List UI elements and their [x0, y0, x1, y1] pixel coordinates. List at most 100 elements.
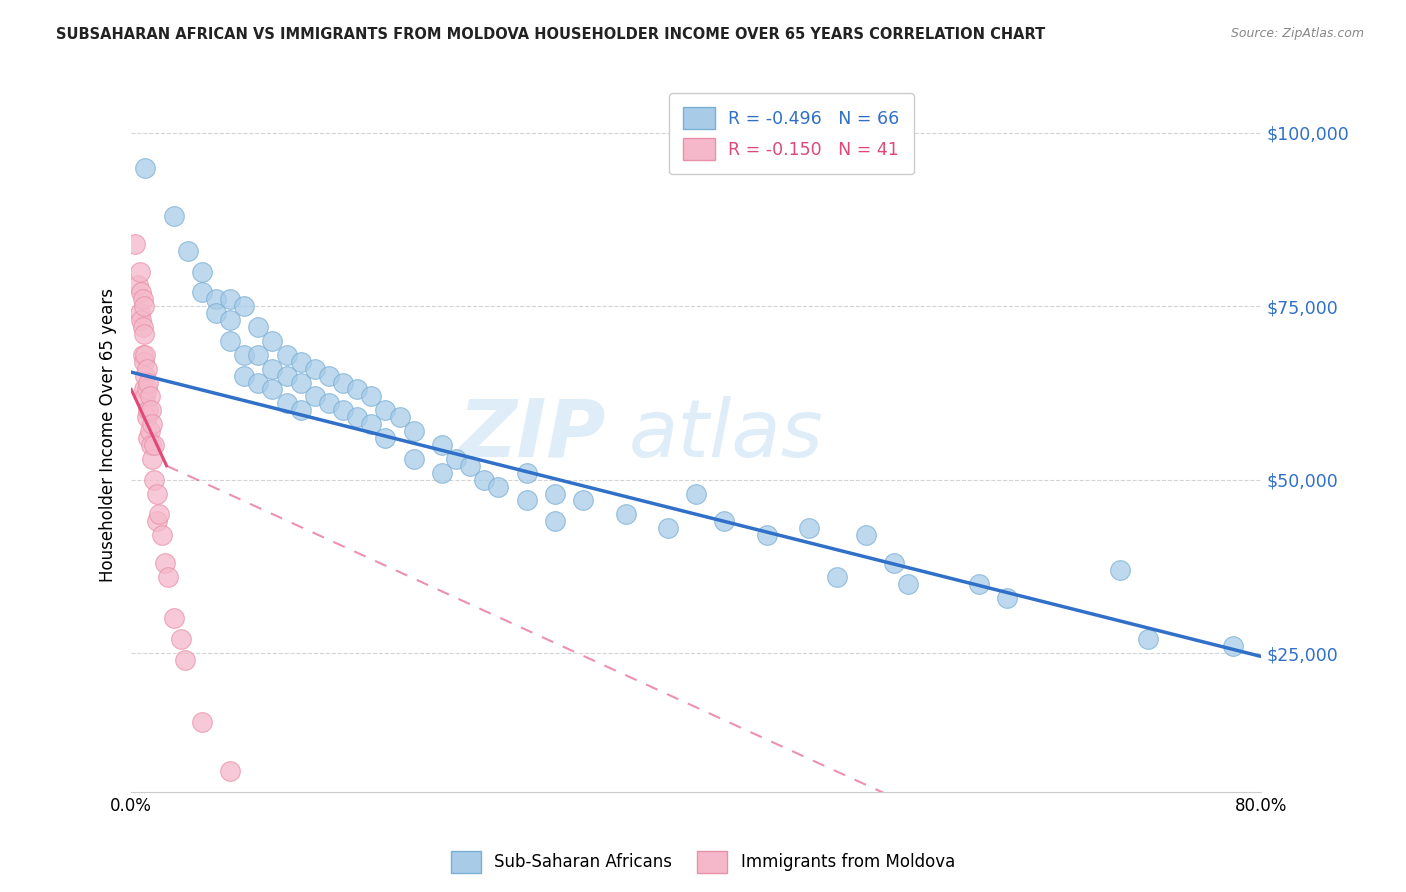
Point [219, 334, 242, 348]
Point [346, 383, 368, 397]
Point [141, 451, 163, 466]
Point [134, 389, 156, 403]
Point [127, 278, 149, 293]
Point [388, 410, 411, 425]
Point [444, 451, 467, 466]
Point [141, 417, 163, 432]
Point [360, 417, 382, 432]
Point [145, 486, 167, 500]
Point [855, 528, 877, 542]
Point [332, 376, 354, 390]
Point [827, 570, 849, 584]
Point [1222, 639, 1244, 653]
Point [304, 389, 326, 403]
Point [318, 368, 340, 383]
Point [136, 403, 159, 417]
Point [967, 576, 990, 591]
Point [136, 376, 159, 390]
Point [132, 299, 155, 313]
Legend: R = -0.496   N = 66, R = -0.150   N = 41: R = -0.496 N = 66, R = -0.150 N = 41 [669, 94, 914, 174]
Point [148, 508, 170, 522]
Point [150, 528, 173, 542]
Point [174, 653, 197, 667]
Point [233, 368, 256, 383]
Point [488, 479, 510, 493]
Point [131, 320, 153, 334]
Point [1137, 632, 1160, 647]
Point [516, 466, 538, 480]
Point [233, 299, 256, 313]
Point [304, 361, 326, 376]
Point [135, 383, 157, 397]
Point [139, 438, 162, 452]
Point [219, 313, 242, 327]
Point [205, 293, 228, 307]
Text: ZIP: ZIP [458, 395, 606, 474]
Point [131, 293, 153, 307]
Point [131, 348, 153, 362]
Point [135, 410, 157, 425]
Point [572, 493, 595, 508]
Point [262, 334, 284, 348]
Point [402, 424, 425, 438]
Point [346, 410, 368, 425]
Point [134, 161, 156, 175]
Point [138, 389, 160, 403]
Point [132, 355, 155, 369]
Point [247, 320, 270, 334]
Point [290, 376, 312, 390]
Point [191, 285, 214, 300]
Point [134, 368, 156, 383]
Point [276, 348, 298, 362]
Point [156, 570, 179, 584]
Point [290, 355, 312, 369]
Point [290, 403, 312, 417]
Point [799, 521, 821, 535]
Point [219, 764, 242, 778]
Legend: Sub-Saharan Africans, Immigrants from Moldova: Sub-Saharan Africans, Immigrants from Mo… [444, 845, 962, 880]
Point [472, 473, 495, 487]
Point [657, 521, 679, 535]
Point [128, 264, 150, 278]
Point [177, 244, 200, 258]
Point [374, 431, 396, 445]
Point [276, 368, 298, 383]
Point [374, 403, 396, 417]
Point [402, 451, 425, 466]
Point [332, 403, 354, 417]
Point [318, 396, 340, 410]
Point [153, 556, 176, 570]
Point [544, 486, 567, 500]
Point [142, 438, 165, 452]
Point [276, 396, 298, 410]
Point [995, 591, 1018, 605]
Point [262, 383, 284, 397]
Point [128, 306, 150, 320]
Point [685, 486, 707, 500]
Point [897, 576, 920, 591]
Text: Source: ZipAtlas.com: Source: ZipAtlas.com [1230, 27, 1364, 40]
Point [233, 348, 256, 362]
Point [134, 348, 156, 362]
Point [516, 493, 538, 508]
Point [883, 556, 905, 570]
Point [145, 514, 167, 528]
Point [247, 376, 270, 390]
Point [360, 389, 382, 403]
Point [162, 209, 184, 223]
Point [430, 438, 453, 452]
Point [247, 348, 270, 362]
Point [205, 306, 228, 320]
Point [132, 326, 155, 341]
Point [755, 528, 778, 542]
Point [162, 611, 184, 625]
Point [129, 313, 152, 327]
Point [430, 466, 453, 480]
Point [1109, 563, 1132, 577]
Point [136, 431, 159, 445]
Point [170, 632, 193, 647]
Y-axis label: Householder Income Over 65 years: Householder Income Over 65 years [100, 287, 117, 582]
Point [135, 361, 157, 376]
Point [139, 403, 162, 417]
Text: atlas: atlas [628, 395, 823, 474]
